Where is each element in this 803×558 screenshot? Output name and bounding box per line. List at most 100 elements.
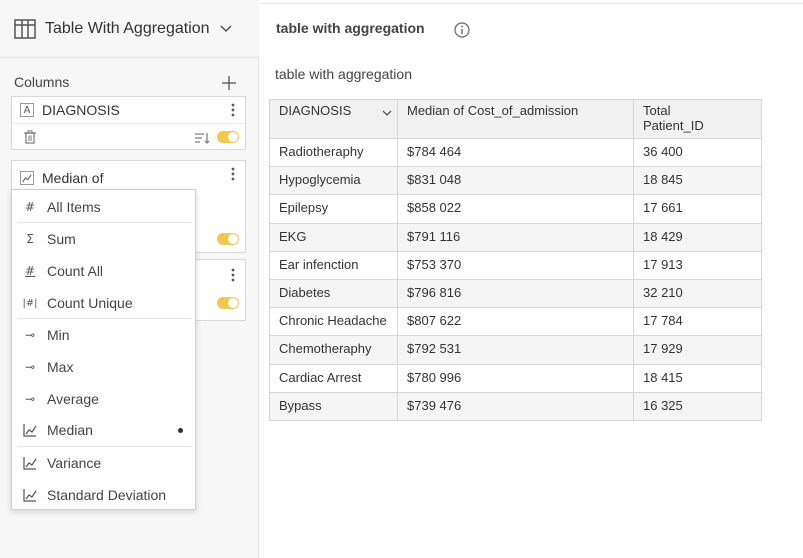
visibility-toggle[interactable]: [217, 131, 239, 143]
column-card-label: Median of: [42, 170, 104, 186]
cell-value: Bypass: [279, 397, 322, 413]
column-header-total-patient[interactable]: Total Patient_ID: [633, 99, 762, 139]
cell-value: 36 400: [643, 144, 683, 159]
menu-item-label: Average: [47, 391, 99, 407]
menu-divider: [18, 318, 191, 319]
table-icon: [14, 18, 36, 39]
line-chart-icon: [20, 171, 34, 185]
table-cell: 16 325: [633, 391, 762, 421]
table-row[interactable]: Chronic Headache $807 622 17 784: [269, 307, 762, 337]
menu-item-label: Median: [47, 422, 93, 438]
menu-divider: [18, 222, 191, 223]
cell-value: $831 048: [407, 172, 462, 188]
table-row[interactable]: EKG $791 116 18 429: [269, 222, 762, 252]
table-cell: Hypoglycemia: [269, 166, 398, 196]
table-cell: 17 661: [633, 194, 762, 224]
trash-icon[interactable]: [24, 129, 36, 144]
table-cell: Cardiac Arrest: [269, 363, 398, 393]
min-icon: ⊸: [24, 328, 36, 342]
cell-value: 32 210: [643, 284, 683, 300]
cell-value: Hypoglycemia: [279, 172, 361, 188]
menu-item-sum[interactable]: Σ Sum: [12, 225, 195, 253]
cell-value: $791 116: [407, 228, 461, 244]
visibility-toggle[interactable]: [217, 233, 239, 245]
column-header-diagnosis[interactable]: DIAGNOSIS: [269, 99, 398, 139]
table-cell: 18 845: [633, 166, 762, 196]
cell-value: 17 661: [643, 200, 683, 216]
aggregation-menu: # All Items Σ Sum # Count All |#| Count …: [11, 189, 196, 510]
visibility-toggle[interactable]: [217, 297, 239, 309]
visualization-title: Table With Aggregation: [45, 19, 210, 37]
column-header-median-cost[interactable]: Median of Cost_of_admission: [397, 99, 634, 139]
menu-item-label: Standard Deviation: [47, 487, 167, 503]
table-cell: Chemotheraphy: [269, 335, 398, 365]
cell-value: Cardiac Arrest: [279, 369, 362, 385]
cell-value: $739 476: [407, 397, 462, 413]
column-card-diagnosis[interactable]: A DIAGNOSIS: [11, 96, 246, 150]
table-cell: Ear infenction: [269, 250, 398, 280]
table-row[interactable]: Hypoglycemia $831 048 18 845: [269, 166, 762, 196]
table-row[interactable]: Radiotheraphy $784 464 36 400: [269, 137, 762, 168]
cell-value: Epilepsy: [279, 200, 329, 216]
menu-item-min[interactable]: ⊸ Min: [12, 321, 195, 349]
text-type-icon: A: [20, 103, 34, 117]
menu-item-max[interactable]: ⊸ Max: [12, 353, 195, 381]
add-column-icon[interactable]: [222, 76, 236, 90]
cell-value: $796 816: [407, 284, 462, 300]
table-cell: 18 429: [633, 222, 762, 252]
menu-item-label: Count All: [47, 263, 104, 279]
table-cell: Radiotheraphy: [269, 137, 398, 168]
cell-value: Chronic Headache: [279, 313, 387, 329]
menu-item-standard-deviation[interactable]: Standard Deviation: [12, 481, 195, 509]
menu-item-label: Min: [47, 327, 70, 343]
table-row[interactable]: Epilepsy $858 022 17 661: [269, 194, 762, 224]
cell-value: Radiotheraphy: [279, 144, 364, 159]
table-cell: $784 464: [397, 137, 634, 168]
table-row[interactable]: Diabetes $796 816 32 210: [269, 278, 762, 309]
cell-value: 18 415: [643, 369, 683, 385]
table-cell: $753 370: [397, 250, 634, 280]
info-icon[interactable]: [454, 22, 470, 38]
menu-item-all-items[interactable]: # All Items: [12, 193, 195, 221]
visualization-selector[interactable]: Table With Aggregation: [0, 0, 259, 58]
table-cell: $792 531: [397, 335, 634, 365]
cell-value: $780 996: [407, 369, 462, 385]
standard-deviation-icon: [23, 489, 37, 502]
table-cell: 17 784: [633, 307, 762, 337]
table-cell: 17 913: [633, 250, 762, 280]
cell-value: Ear infenction: [279, 256, 359, 272]
hash-icon: #: [24, 200, 36, 214]
count-unique-icon: |#|: [22, 297, 38, 309]
table-cell: $807 622: [397, 307, 634, 337]
header-label: Total Patient_ID: [643, 103, 704, 133]
menu-item-count-all[interactable]: # Count All: [12, 257, 195, 285]
menu-item-median[interactable]: Median: [12, 416, 195, 444]
kebab-menu-icon[interactable]: [231, 167, 235, 181]
menu-item-variance[interactable]: Variance: [12, 449, 195, 477]
cell-value: $784 464: [407, 144, 462, 159]
cell-value: $792 531: [407, 341, 462, 357]
variance-icon: [23, 457, 37, 470]
table-row[interactable]: Bypass $739 476 16 325: [269, 391, 762, 421]
table-row[interactable]: Cardiac Arrest $780 996 18 415: [269, 363, 762, 393]
table-cell: $739 476: [397, 391, 634, 421]
table-cell: EKG: [269, 222, 398, 252]
menu-item-count-unique[interactable]: |#| Count Unique: [12, 289, 195, 317]
cell-value: 16 325: [643, 397, 683, 413]
cell-value: 18 845: [643, 172, 683, 188]
kebab-menu-icon[interactable]: [231, 268, 235, 282]
menu-item-average[interactable]: ⊸ Average: [12, 385, 195, 413]
kebab-menu-icon[interactable]: [231, 103, 235, 117]
table-row[interactable]: Ear infenction $753 370 17 913: [269, 250, 762, 280]
columns-label: Columns: [14, 74, 70, 90]
table-cell: Bypass: [269, 391, 398, 421]
table-cell: $780 996: [397, 363, 634, 393]
chevron-down-icon[interactable]: [220, 24, 232, 33]
data-table: DIAGNOSIS Median of Cost_of_admission To…: [269, 99, 762, 421]
table-cell: $791 116: [397, 222, 634, 252]
chevron-down-icon[interactable]: [382, 110, 392, 117]
selected-indicator-icon: [178, 428, 183, 433]
sort-icon[interactable]: [195, 132, 209, 144]
table-row[interactable]: Chemotheraphy $792 531 17 929: [269, 335, 762, 365]
cell-value: Diabetes: [279, 284, 331, 300]
